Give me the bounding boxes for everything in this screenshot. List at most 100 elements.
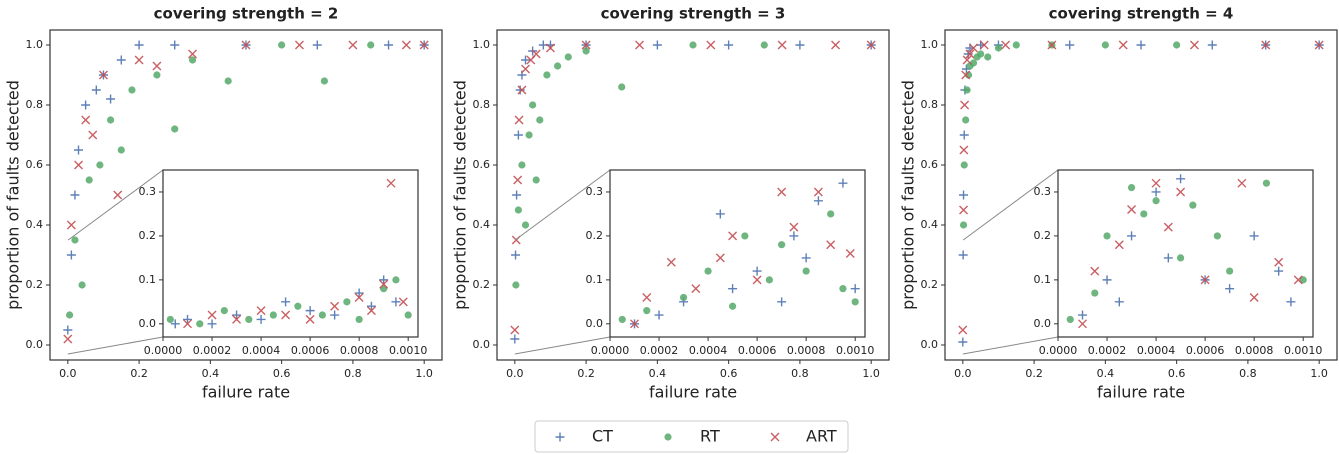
point	[961, 70, 971, 80]
point	[106, 94, 116, 104]
legend-marker	[664, 433, 672, 441]
point	[1047, 40, 1057, 50]
point	[1176, 187, 1186, 197]
point	[543, 71, 551, 79]
point	[91, 85, 101, 95]
point	[245, 315, 253, 324]
point	[348, 40, 358, 50]
point	[1213, 232, 1221, 240]
x-axis-label: failure rate	[649, 383, 737, 402]
y-tick-label: 0.2	[26, 278, 44, 291]
point	[419, 40, 429, 50]
point	[789, 231, 799, 241]
point	[1151, 187, 1161, 197]
x-tick-label: 0.8	[791, 367, 809, 380]
y-tick-label: 0.4	[473, 218, 491, 231]
point	[85, 176, 93, 184]
point	[281, 310, 291, 320]
point	[1249, 231, 1259, 241]
point	[752, 275, 762, 285]
y-tick-label: 0.2	[139, 229, 157, 242]
point	[1262, 179, 1271, 187]
x-axis-label: failure rate	[1097, 383, 1185, 402]
point	[1078, 310, 1088, 320]
point	[170, 319, 180, 329]
point	[630, 319, 640, 329]
x-tick-label: 0.8	[1239, 367, 1257, 380]
points	[958, 40, 1324, 347]
point	[166, 315, 174, 324]
point	[513, 130, 523, 140]
point	[581, 40, 591, 50]
points	[510, 40, 876, 344]
point	[1101, 41, 1109, 49]
point	[521, 55, 531, 65]
point	[1127, 205, 1137, 215]
x-tick-label: 0.0002	[193, 344, 232, 357]
point	[963, 86, 971, 94]
y-tick-label: 0.8	[921, 98, 939, 111]
point	[63, 334, 73, 344]
point	[777, 40, 787, 50]
point	[724, 40, 734, 50]
point	[294, 40, 304, 50]
point	[1114, 297, 1124, 307]
y-tick-label: 0.0	[26, 338, 44, 351]
point	[1226, 267, 1234, 275]
point	[977, 50, 985, 58]
point	[513, 175, 523, 185]
point	[1012, 41, 1020, 49]
legend-label: ART	[806, 427, 837, 446]
y-tick-label: 0.0	[473, 338, 491, 351]
point	[330, 310, 340, 320]
point	[778, 241, 786, 249]
y-tick-label: 0.1	[1034, 273, 1052, 286]
inset-frame	[1057, 169, 1314, 338]
y-axis-label: proportion of faults detected	[451, 80, 470, 310]
y-tick-label: 0.1	[586, 273, 604, 286]
point	[355, 315, 363, 324]
point	[969, 43, 979, 53]
point	[256, 306, 266, 316]
point	[831, 40, 841, 50]
x-tick-label: 0.0008	[1235, 344, 1274, 357]
point	[666, 257, 676, 267]
point	[525, 131, 533, 139]
inset-frame	[162, 169, 419, 338]
x-axis-label: failure rate	[202, 383, 290, 402]
point	[81, 100, 91, 110]
point	[689, 41, 697, 49]
point	[152, 61, 162, 71]
point	[1286, 297, 1296, 307]
point	[962, 116, 970, 124]
point	[969, 59, 978, 67]
point	[839, 285, 847, 293]
x-tick-label: 0.6	[273, 367, 291, 380]
point	[96, 161, 104, 169]
y-tick-label: 0.4	[26, 218, 44, 231]
point	[1001, 40, 1011, 50]
x-tick-label: 0.0	[954, 367, 972, 380]
point	[66, 250, 76, 260]
point	[116, 55, 126, 65]
point	[795, 40, 805, 50]
point	[81, 115, 91, 125]
point	[354, 292, 364, 302]
point	[1127, 183, 1136, 192]
point	[153, 71, 161, 79]
point	[704, 267, 712, 275]
points	[618, 178, 860, 329]
point	[813, 187, 823, 197]
point	[960, 100, 970, 110]
x-tick-label: 1.0	[1310, 367, 1328, 380]
point	[70, 190, 80, 200]
x-tick-label: 1.0	[415, 367, 433, 380]
point	[305, 306, 315, 316]
point	[224, 77, 232, 85]
point	[958, 325, 968, 335]
y-tick-label: 0.3	[1034, 185, 1052, 198]
point	[777, 187, 787, 197]
point	[207, 310, 217, 320]
x-tick-label: 0.6	[720, 367, 738, 380]
point	[1314, 40, 1324, 50]
